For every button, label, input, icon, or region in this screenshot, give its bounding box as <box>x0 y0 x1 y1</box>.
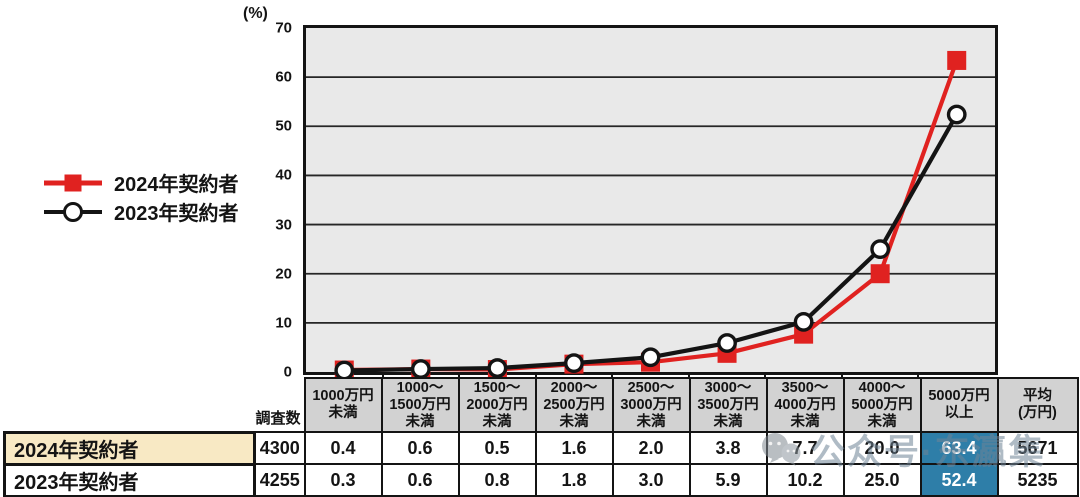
legend-label: 2023年契約者 <box>114 203 239 225</box>
data-point-circle <box>487 358 508 378</box>
y-axis-tick-label: 70 <box>275 19 292 37</box>
category-header: 5000万円 以上 <box>919 377 999 433</box>
value-cell: 7.7 <box>765 431 845 465</box>
data-point-square <box>947 50 967 70</box>
average-header: 平均 (万円) <box>996 377 1079 433</box>
survey-count-value: 4255 <box>253 463 306 497</box>
data-table: 調査数 1000万円 未満 1000〜 1500万円 未満 1500〜 2000万円 未満 200… <box>3 377 1079 497</box>
value-cell: 0.6 <box>380 431 460 465</box>
value-cell: 52.4 <box>919 463 999 497</box>
legend-swatch <box>44 169 102 196</box>
y-axis-tick-label: 40 <box>275 166 292 184</box>
series-line-2023年契約者 <box>342 112 959 373</box>
category-header: 4000〜 5000万円 未満 <box>842 377 922 433</box>
table-header-spacer <box>5 378 255 432</box>
plot-area <box>303 25 998 381</box>
data-point-circle <box>717 333 737 353</box>
data-point-circle <box>946 104 967 125</box>
y-axis-tick-label: 10 <box>275 314 292 332</box>
chart-legend: 2024年契約者 2023年契約者 <box>44 169 239 225</box>
data-point-square <box>870 264 890 284</box>
y-axis-unit-label: (%) <box>243 5 268 22</box>
table-row: 2023年契約者 4255 0.3 0.6 0.8 1.8 3.0 5.9 10.2 25.0 52… <box>3 462 1079 497</box>
average-value: 5235 <box>996 463 1079 497</box>
data-point-circle <box>793 311 814 332</box>
value-cell: 3.8 <box>688 431 768 465</box>
data-point-circle <box>640 347 661 368</box>
average-value: 5671 <box>996 431 1079 465</box>
category-header: 2500〜 3000万円 未満 <box>611 377 691 433</box>
value-cell: 5.9 <box>688 463 768 497</box>
category-header: 3500〜 4000万円 未満 <box>765 377 845 433</box>
row-label: 2024年契約者 <box>3 430 256 466</box>
white-circle-marker-icon <box>63 201 83 222</box>
data-point-circle <box>410 359 431 379</box>
value-cell: 0.6 <box>380 463 460 497</box>
data-table-wrap: 調査数 1000万円 未満 1000〜 1500万円 未満 1500〜 2000万円 未満 200… <box>3 377 1079 497</box>
category-header: 1000〜 1500万円 未満 <box>380 377 460 433</box>
y-axis-tick-label: 30 <box>275 216 292 234</box>
legend-item: 2023年契約者 <box>44 198 239 225</box>
table-row: 2024年契約者 4300 0.4 0.6 0.5 1.6 2.0 3.8 7.7 20.0 63.… <box>3 430 1079 466</box>
value-cell: 0.8 <box>457 463 537 497</box>
legend-swatch <box>44 198 102 225</box>
value-cell: 2.0 <box>611 431 691 465</box>
data-point-circle <box>870 239 891 260</box>
value-cell: 0.5 <box>457 431 537 465</box>
y-axis-tick-label: 20 <box>275 265 292 283</box>
value-cell: 20.0 <box>842 431 922 465</box>
survey-count-value: 4300 <box>253 431 306 465</box>
category-header: 1500〜 2000万円 未満 <box>457 377 537 433</box>
value-cell: 0.3 <box>303 463 383 497</box>
data-point-circle <box>564 353 584 374</box>
y-axis-tick-label: 60 <box>275 68 292 86</box>
category-header: 3000〜 3500万円 未満 <box>688 377 768 433</box>
value-cell: 25.0 <box>842 463 922 497</box>
value-cell: 1.6 <box>534 431 614 465</box>
value-cell: 10.2 <box>765 463 845 497</box>
legend-item: 2024年契約者 <box>44 169 239 196</box>
legend-label: 2024年契約者 <box>114 174 239 196</box>
y-axis-tick-label: 0 <box>283 363 292 381</box>
y-axis-tick-label: 50 <box>275 117 292 135</box>
value-cell: 63.4 <box>919 431 999 465</box>
red-square-marker-icon <box>64 174 82 191</box>
row-label: 2023年契約者 <box>3 462 256 497</box>
chart-plot-svg <box>306 50 995 381</box>
survey-count-header: 調査数 <box>255 410 301 427</box>
value-cell: 1.8 <box>534 463 614 497</box>
category-header: 2000〜 2500万円 未満 <box>534 377 614 433</box>
value-cell: 3.0 <box>611 463 691 497</box>
value-cell: 0.4 <box>303 431 383 465</box>
category-header: 1000万円 未満 <box>303 377 383 433</box>
